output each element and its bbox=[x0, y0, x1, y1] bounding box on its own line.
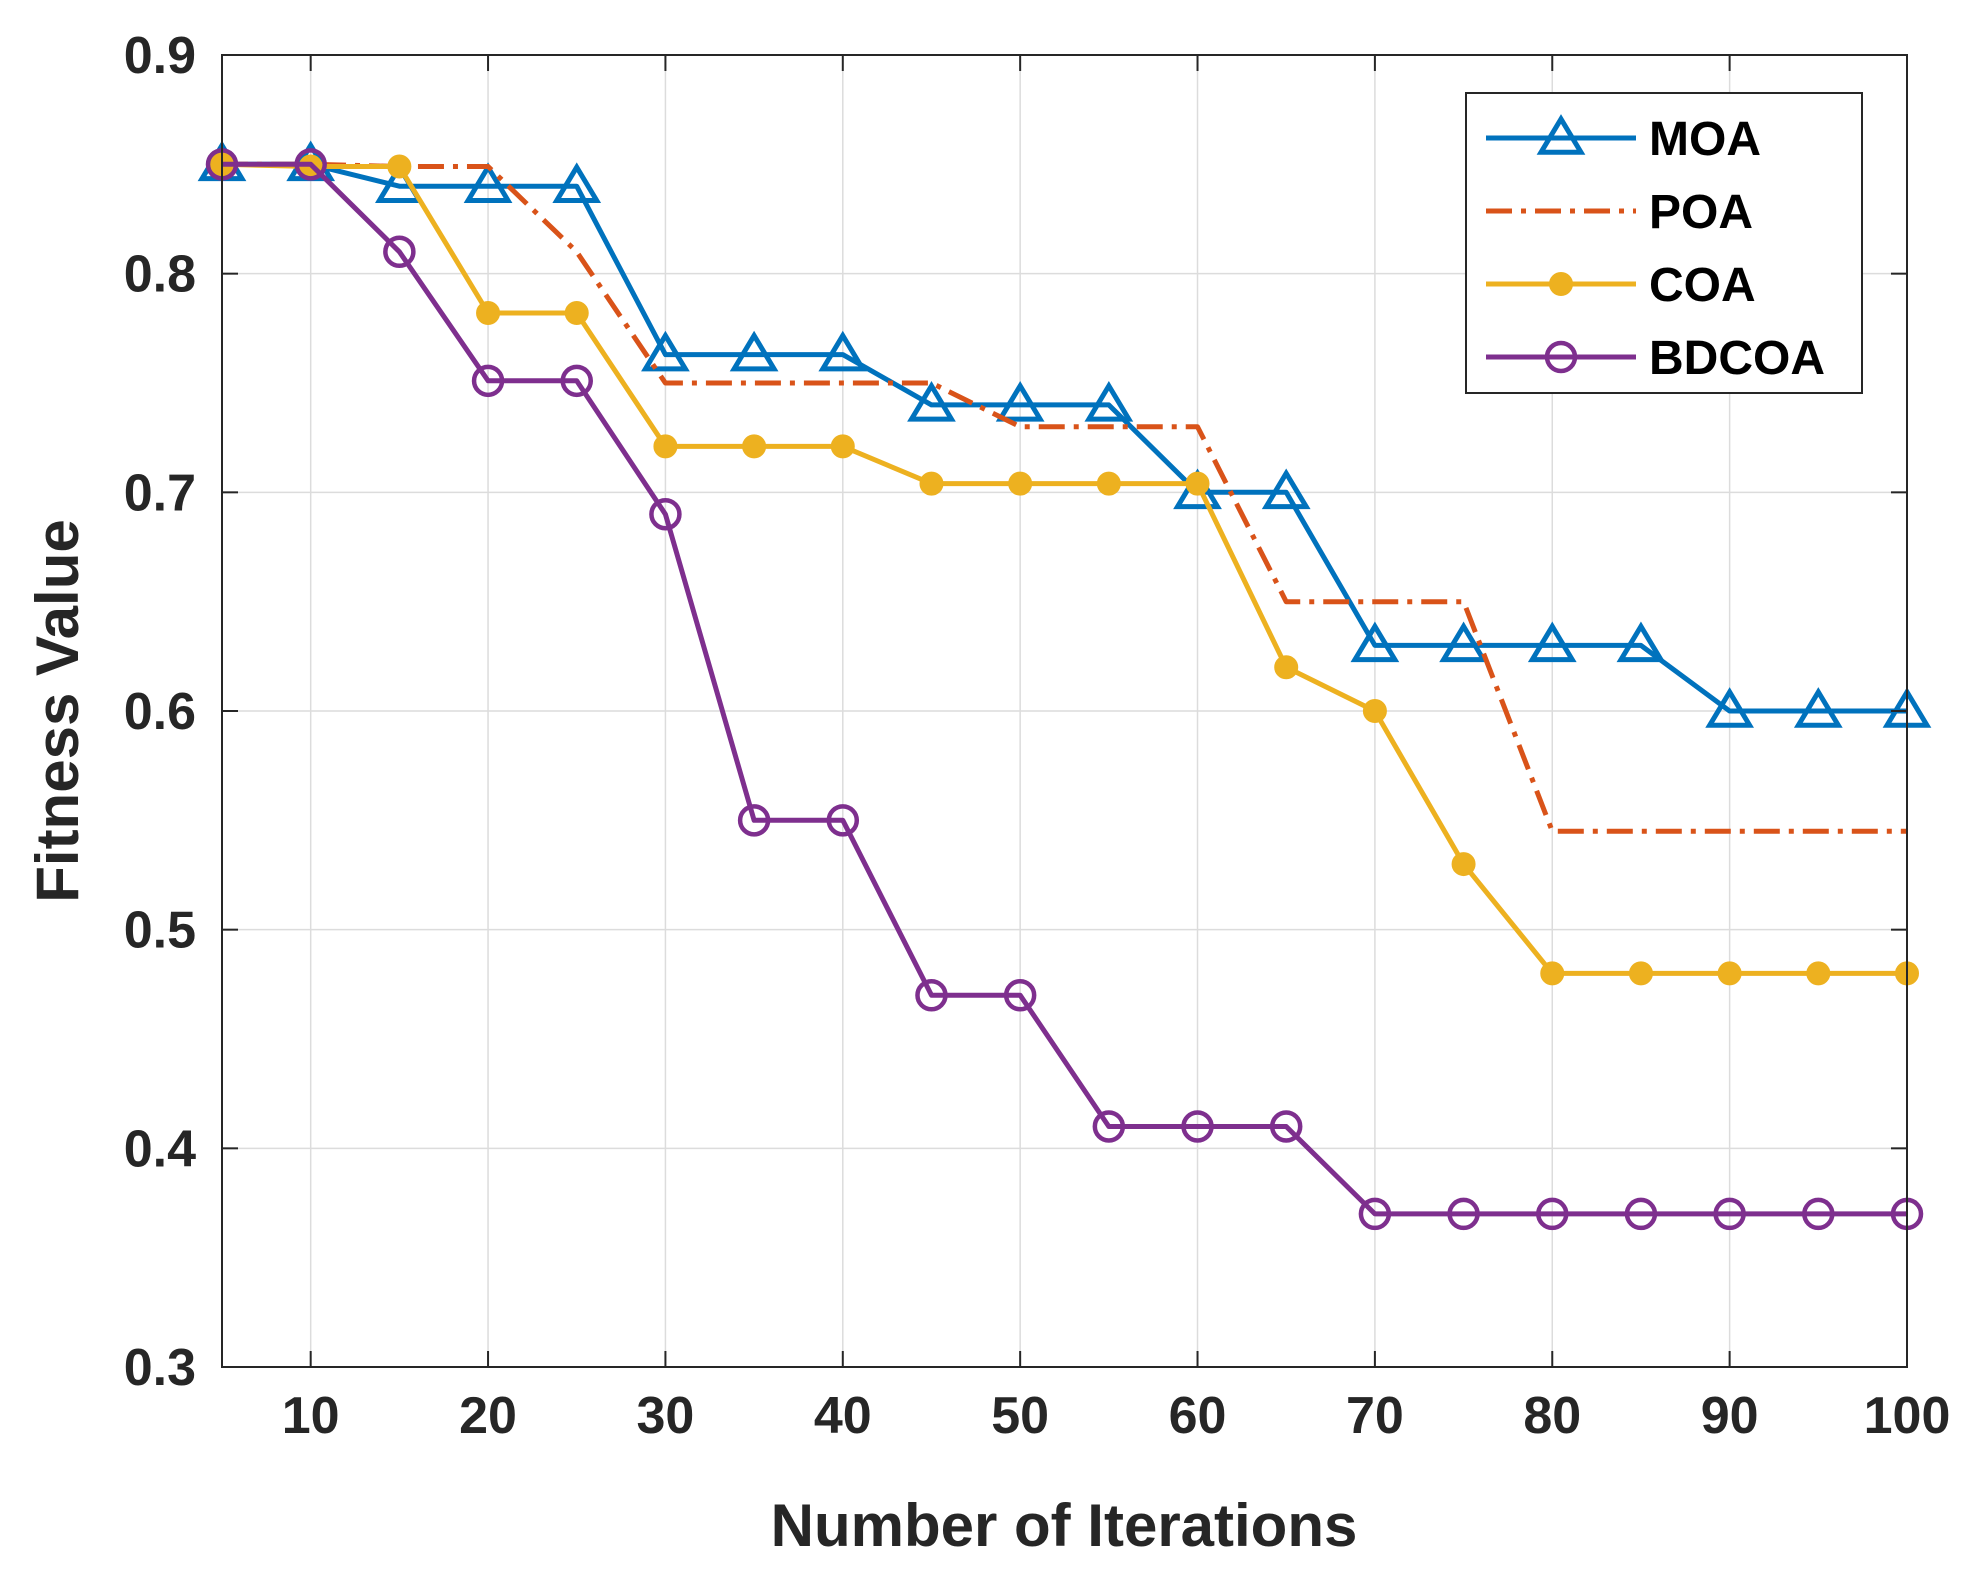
x-tick-label: 50 bbox=[991, 1387, 1049, 1445]
x-tick-label: 10 bbox=[282, 1387, 340, 1445]
data-point-bdcoa bbox=[1624, 1197, 1658, 1231]
data-point-coa bbox=[1185, 471, 1210, 496]
y-tick-label: 0.4 bbox=[124, 1120, 196, 1178]
data-point-moa bbox=[1350, 621, 1400, 663]
data-point-moa bbox=[1705, 687, 1754, 728]
data-point-bdcoa bbox=[560, 364, 593, 398]
legend-label-bdcoa: BDCOA bbox=[1649, 332, 1825, 385]
data-point-bdcoa bbox=[1447, 1197, 1480, 1231]
data-point-bdcoa bbox=[1713, 1197, 1746, 1231]
series-coa bbox=[210, 152, 1919, 986]
data-point-coa bbox=[1806, 961, 1831, 986]
data-point-bdcoa bbox=[1181, 1110, 1214, 1143]
data-point-bdcoa bbox=[1358, 1197, 1392, 1231]
data-point-moa bbox=[1616, 621, 1666, 663]
data-point-bdcoa bbox=[737, 804, 771, 837]
series-group bbox=[197, 140, 1932, 1231]
data-point-bdcoa bbox=[649, 497, 682, 531]
data-point-bdcoa bbox=[1092, 1110, 1126, 1143]
y-axis-ticks: 0.3 0.4 0.5 0.6 0.7 0.8 0.9 bbox=[124, 27, 1907, 1397]
y-tick-label: 0.3 bbox=[124, 1339, 196, 1397]
legend-item-coa: COA bbox=[1486, 259, 1756, 312]
data-point-moa bbox=[463, 162, 513, 203]
data-point-moa bbox=[641, 330, 690, 372]
legend-label-moa: MOA bbox=[1649, 113, 1761, 166]
y-tick-label: 0.7 bbox=[124, 464, 196, 522]
data-point-coa bbox=[919, 471, 944, 496]
data-point-moa bbox=[995, 381, 1045, 422]
data-point-coa bbox=[1274, 655, 1299, 680]
data-point-bdcoa bbox=[1269, 1110, 1303, 1143]
data-point-moa bbox=[818, 330, 868, 372]
y-tick-label: 0.8 bbox=[124, 246, 196, 304]
data-point-bdcoa bbox=[1536, 1197, 1569, 1231]
series-line-coa bbox=[221, 161, 1907, 976]
data-point-bdcoa bbox=[1802, 1197, 1835, 1231]
data-point-moa bbox=[552, 162, 602, 203]
data-point-moa bbox=[1527, 621, 1577, 663]
data-point-bdcoa bbox=[1003, 979, 1037, 1012]
x-tick-label: 60 bbox=[1169, 1387, 1227, 1445]
data-point-moa bbox=[729, 330, 779, 372]
legend-item-bdcoa: BDCOA bbox=[1486, 332, 1825, 385]
x-tick-label: 30 bbox=[636, 1387, 694, 1445]
data-point-coa bbox=[1008, 471, 1033, 496]
data-point-moa bbox=[907, 381, 956, 422]
data-point-coa bbox=[476, 301, 501, 326]
data-point-coa bbox=[1540, 961, 1565, 986]
data-point-moa bbox=[1793, 687, 1843, 728]
data-point-coa bbox=[1451, 852, 1476, 877]
x-tick-label: 100 bbox=[1864, 1387, 1951, 1445]
legend-item-poa: POA bbox=[1486, 186, 1753, 239]
y-tick-label: 0.9 bbox=[124, 27, 196, 85]
legend-item-moa: MOA bbox=[1486, 113, 1761, 166]
legend-marker-coa bbox=[1549, 272, 1573, 296]
series-line-poa bbox=[222, 161, 1907, 834]
legend-box bbox=[1465, 92, 1863, 394]
series-line-moa bbox=[222, 161, 1907, 714]
data-point-bdcoa bbox=[915, 979, 948, 1012]
series-poa bbox=[222, 161, 1907, 834]
data-point-moa bbox=[1084, 381, 1134, 422]
data-point-bdcoa bbox=[471, 364, 505, 398]
data-point-moa bbox=[1261, 468, 1311, 510]
series-bdcoa bbox=[205, 148, 1924, 1231]
data-point-coa bbox=[1362, 699, 1387, 723]
data-point-coa bbox=[742, 434, 767, 459]
legend-marker-moa bbox=[1536, 114, 1586, 155]
y-tick-label: 0.5 bbox=[124, 902, 196, 960]
x-tick-label: 20 bbox=[459, 1387, 517, 1445]
x-axis-label: Number of Iterations bbox=[771, 1492, 1358, 1559]
x-tick-label: 70 bbox=[1346, 1387, 1404, 1445]
x-tick-label: 40 bbox=[814, 1387, 872, 1445]
x-tick-label: 80 bbox=[1523, 1387, 1581, 1445]
y-axis-label: Fitness Value bbox=[24, 519, 91, 903]
data-point-coa bbox=[1717, 961, 1742, 986]
legend-marker-bdcoa bbox=[1544, 340, 1578, 374]
x-axis-ticks: 10 20 30 40 50 60 70 80 90 100 bbox=[282, 55, 1951, 1445]
legend-label-poa: POA bbox=[1649, 186, 1753, 239]
x-tick-label: 90 bbox=[1701, 1387, 1759, 1445]
data-point-bdcoa bbox=[294, 148, 327, 181]
data-point-coa bbox=[1096, 471, 1121, 496]
data-point-coa bbox=[1628, 961, 1653, 986]
data-point-coa bbox=[564, 301, 589, 326]
data-point-coa bbox=[387, 154, 412, 179]
data-point-bdcoa bbox=[826, 804, 860, 837]
data-point-coa bbox=[830, 434, 855, 459]
legend: MOA POA COA BDCOA bbox=[1465, 92, 1863, 394]
data-point-bdcoa bbox=[383, 235, 416, 269]
legend-label-coa: COA bbox=[1649, 259, 1756, 312]
data-point-coa bbox=[653, 434, 678, 459]
y-tick-label: 0.6 bbox=[124, 683, 196, 741]
data-point-moa bbox=[1439, 621, 1488, 663]
